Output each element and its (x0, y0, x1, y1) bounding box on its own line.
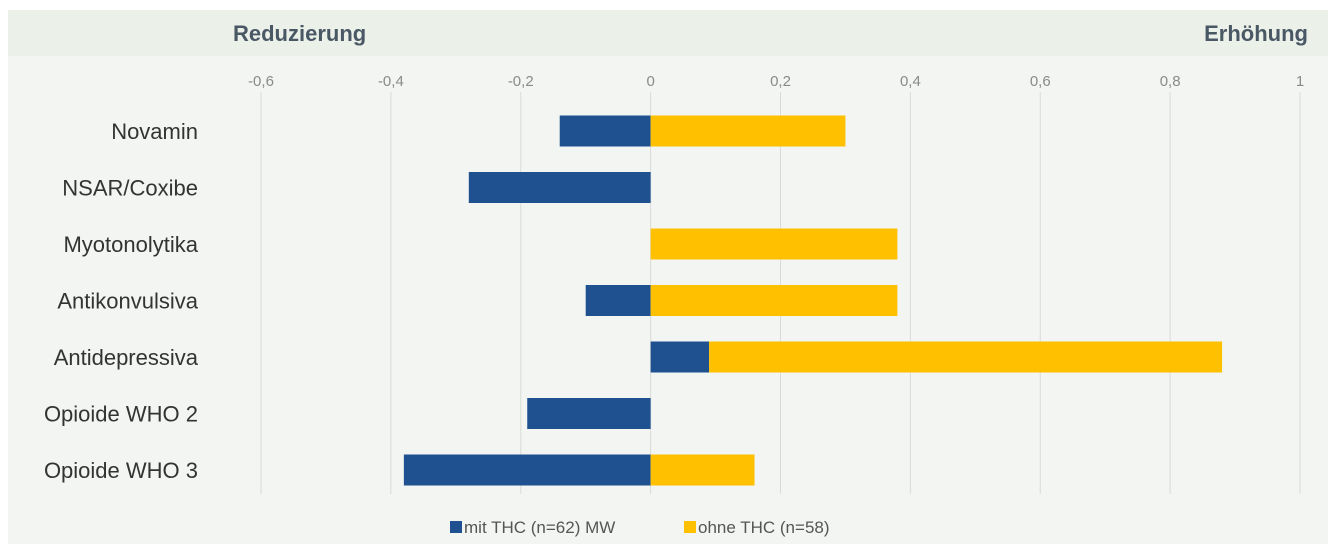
category-labels: Novamin NSAR/Coxibe Myotonolytika Antikonvu… (44, 119, 199, 483)
x-tick-label: -0,6 (248, 73, 274, 90)
bar-segment (650, 115, 846, 147)
x-tick-label: 0,6 (1030, 73, 1051, 90)
x-tick-label: 0,2 (770, 73, 791, 90)
stacked-bar-chart: Reduzierung Erhöhung -0,6 -0,4 -0,2 0 0,2 0,4… (8, 10, 1328, 537)
category-label: Novamin (111, 119, 198, 144)
x-axis-ticks: -0,6 -0,4 -0,2 0 0,2 0,4 0,6 0,8 1 (248, 73, 1304, 90)
category-label: Antidepressiva (54, 345, 199, 370)
category-label: Opioide WHO 3 (44, 458, 198, 483)
bar-segment (559, 115, 651, 147)
x-tick-label: 0,4 (900, 73, 921, 90)
legend: mit THC (n=62) MW ohne THC (n=58) (450, 518, 830, 537)
bar-segment (403, 454, 651, 486)
bars (403, 115, 1223, 486)
x-tick-label: -0,4 (378, 73, 404, 90)
legend-swatch-ohne-thc (684, 521, 696, 533)
bar-segment (650, 454, 755, 486)
category-label: Opioide WHO 2 (44, 402, 198, 427)
legend-swatch-mit-thc (450, 521, 462, 533)
header-label-reduction: Reduzierung (233, 21, 366, 46)
legend-label-mit-thc: mit THC (n=62) MW (464, 518, 615, 537)
x-tick-label: 1 (1296, 73, 1304, 90)
category-label: NSAR/Coxibe (62, 176, 198, 201)
bar-segment (468, 172, 651, 203)
bar-segment (650, 228, 898, 260)
x-tick-label: 0 (646, 73, 654, 90)
bar-segment (585, 285, 651, 316)
x-tick-label: 0,8 (1160, 73, 1181, 90)
x-tick-label: -0,2 (508, 73, 534, 90)
bar-segment (650, 285, 898, 316)
header-band (8, 10, 1328, 56)
category-label: Myotonolytika (63, 232, 198, 257)
legend-label-ohne-thc: ohne THC (n=58) (698, 518, 830, 537)
category-label: Antikonvulsiva (57, 289, 198, 314)
bar-segment (527, 398, 651, 429)
header-label-increase: Erhöhung (1204, 21, 1308, 46)
chart-container: Reduzierung Erhöhung -0,6 -0,4 -0,2 0 0,2 0,4… (8, 10, 1328, 544)
bar-segment (650, 341, 710, 373)
bar-segment (709, 341, 1223, 373)
